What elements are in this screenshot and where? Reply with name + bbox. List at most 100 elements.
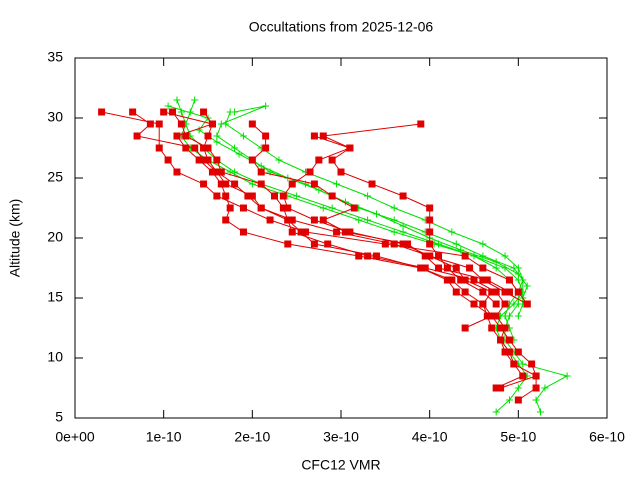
x-tick-label: 6e-10 bbox=[589, 429, 625, 445]
square-marker bbox=[461, 288, 469, 296]
square-marker bbox=[479, 264, 487, 272]
square-marker bbox=[310, 216, 318, 224]
square-marker bbox=[231, 180, 239, 188]
square-marker bbox=[177, 120, 185, 128]
square-marker bbox=[492, 300, 500, 308]
profile-line bbox=[101, 111, 528, 305]
square-marker bbox=[510, 360, 518, 368]
plus-marker bbox=[191, 96, 199, 104]
plus-marker bbox=[563, 372, 571, 380]
square-marker bbox=[195, 156, 203, 164]
square-marker bbox=[279, 192, 287, 200]
square-marker bbox=[470, 276, 478, 284]
square-marker bbox=[492, 312, 500, 320]
square-marker bbox=[182, 144, 190, 152]
square-marker bbox=[523, 300, 531, 308]
plus-marker bbox=[537, 408, 544, 416]
plus-marker bbox=[519, 276, 527, 284]
square-marker bbox=[324, 240, 332, 248]
square-marker bbox=[466, 264, 474, 272]
square-marker bbox=[284, 240, 292, 248]
plus-marker bbox=[532, 396, 540, 404]
square-marker bbox=[461, 276, 469, 284]
plus-marker bbox=[514, 312, 522, 320]
square-marker bbox=[417, 120, 425, 128]
square-marker bbox=[98, 108, 106, 116]
square-marker bbox=[262, 144, 270, 152]
y-tick-label: 5 bbox=[55, 409, 63, 425]
square-marker bbox=[226, 204, 234, 212]
square-marker bbox=[319, 132, 327, 140]
square-marker bbox=[479, 300, 487, 308]
plus-marker bbox=[262, 102, 270, 110]
plus-marker bbox=[501, 252, 509, 260]
square-marker bbox=[483, 312, 491, 320]
plus-marker bbox=[492, 258, 500, 266]
square-marker bbox=[346, 228, 354, 236]
plus-marker bbox=[399, 222, 407, 230]
square-marker bbox=[204, 132, 212, 140]
plus-marker bbox=[523, 282, 531, 290]
plus-marker bbox=[501, 312, 509, 320]
plus-marker bbox=[470, 252, 478, 260]
plus-marker bbox=[231, 144, 239, 152]
square-marker bbox=[488, 312, 496, 320]
square-marker bbox=[288, 228, 296, 236]
x-tick-label: 3e-10 bbox=[323, 429, 359, 445]
square-marker bbox=[222, 192, 230, 200]
plus-marker bbox=[315, 186, 323, 194]
square-marker bbox=[160, 108, 168, 116]
square-marker bbox=[528, 360, 536, 368]
square-marker bbox=[390, 240, 398, 248]
chart-title: Occultations from 2025-12-06 bbox=[249, 19, 434, 35]
plus-marker bbox=[492, 408, 500, 416]
square-marker bbox=[319, 216, 327, 224]
square-marker bbox=[488, 324, 496, 332]
square-marker bbox=[248, 120, 256, 128]
plus-marker bbox=[239, 132, 247, 140]
square-marker bbox=[443, 276, 451, 284]
square-marker bbox=[328, 156, 336, 164]
y-tick-label: 30 bbox=[47, 109, 63, 125]
square-marker bbox=[288, 216, 296, 224]
square-marker bbox=[421, 264, 429, 272]
square-marker bbox=[239, 204, 247, 212]
square-marker bbox=[222, 216, 230, 224]
square-marker bbox=[306, 168, 314, 176]
square-marker bbox=[461, 252, 469, 260]
square-marker bbox=[341, 228, 349, 236]
plus-marker bbox=[364, 216, 372, 224]
plus-marker bbox=[173, 96, 181, 104]
square-marker bbox=[421, 252, 429, 260]
square-marker bbox=[426, 216, 434, 224]
square-marker bbox=[257, 204, 265, 212]
square-marker bbox=[217, 180, 225, 188]
plus-marker bbox=[372, 210, 380, 218]
square-marker bbox=[310, 132, 318, 140]
plus-marker bbox=[355, 216, 363, 224]
square-marker bbox=[505, 276, 513, 284]
y-tick-label: 25 bbox=[47, 169, 63, 185]
plus-marker bbox=[541, 384, 549, 392]
plus-marker bbox=[364, 192, 372, 200]
square-marker bbox=[173, 168, 181, 176]
square-marker bbox=[266, 216, 274, 224]
square-marker bbox=[208, 168, 216, 176]
square-marker bbox=[497, 336, 505, 344]
square-marker bbox=[173, 132, 181, 140]
square-marker bbox=[284, 204, 292, 212]
plus-marker bbox=[293, 192, 301, 200]
plus-marker bbox=[328, 204, 336, 212]
square-marker bbox=[452, 264, 460, 272]
square-marker bbox=[399, 192, 407, 200]
square-marker bbox=[200, 108, 208, 116]
square-marker bbox=[501, 324, 509, 332]
square-marker bbox=[271, 192, 278, 200]
square-marker bbox=[483, 276, 491, 284]
square-marker bbox=[200, 156, 208, 164]
square-marker bbox=[217, 168, 225, 176]
square-marker bbox=[350, 204, 358, 212]
plus-marker bbox=[257, 162, 265, 170]
square-marker bbox=[443, 264, 451, 272]
